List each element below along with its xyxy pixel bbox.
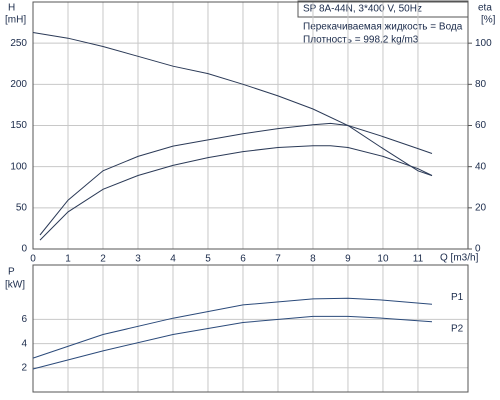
y-tick-label: 4 — [21, 338, 27, 349]
y-tick-label: 6 — [21, 314, 27, 325]
x-tick-label: 7 — [275, 254, 281, 265]
series-label: P1 — [451, 292, 464, 303]
y-axis-label: [mH] — [5, 15, 26, 26]
y-tick-label: 50 — [16, 202, 28, 213]
x-tick-label: 8 — [310, 254, 316, 265]
x-axis-label: Q [m3/h] — [440, 253, 479, 264]
y2-tick-label: 80 — [475, 79, 487, 90]
x-tick-label: 10 — [377, 254, 389, 265]
y-tick-label: 200 — [10, 79, 27, 90]
y-tick-label: 150 — [10, 120, 27, 131]
annotation: Плотность = 998.2 kg/m3 — [303, 35, 419, 46]
y2-axis-label: [%] — [481, 15, 496, 26]
x-tick-label: 11 — [413, 254, 424, 265]
x-tick-label: 0 — [30, 254, 36, 265]
y2-tick-label: 40 — [475, 161, 487, 172]
y-axis-label: P — [8, 267, 15, 278]
y2-axis-label: eta — [478, 3, 492, 14]
y-tick-label: 100 — [10, 161, 27, 172]
curve — [39, 145, 433, 241]
x-tick-label: 4 — [170, 254, 176, 265]
y2-tick-label: 100 — [475, 38, 492, 49]
x-tick-label: 3 — [135, 254, 141, 265]
curve — [32, 32, 433, 177]
y-tick-label: 2 — [21, 362, 27, 373]
x-tick-label: 9 — [345, 254, 351, 265]
plot-frame — [32, 1, 469, 250]
y-axis-label: [kW] — [5, 280, 25, 291]
x-tick-label: 5 — [205, 254, 211, 265]
y2-tick-label: 60 — [475, 120, 487, 131]
annotation: SP 8A-44N, 3*400 V, 50Hz — [303, 4, 422, 15]
curve — [39, 122, 433, 236]
x-tick-label: 2 — [100, 254, 106, 265]
x-tick-label: 1 — [65, 254, 71, 265]
plot-frame — [32, 264, 469, 393]
y-tick-label: 0 — [21, 244, 27, 255]
series-label: P2 — [451, 323, 464, 334]
y2-tick-label: 0 — [475, 244, 481, 255]
y-axis-label: H — [8, 3, 15, 14]
curve — [32, 315, 433, 370]
x-tick-label: 6 — [240, 254, 246, 265]
curve — [32, 297, 433, 359]
y2-tick-label: 20 — [475, 202, 487, 213]
y-tick-label: 250 — [10, 38, 27, 49]
